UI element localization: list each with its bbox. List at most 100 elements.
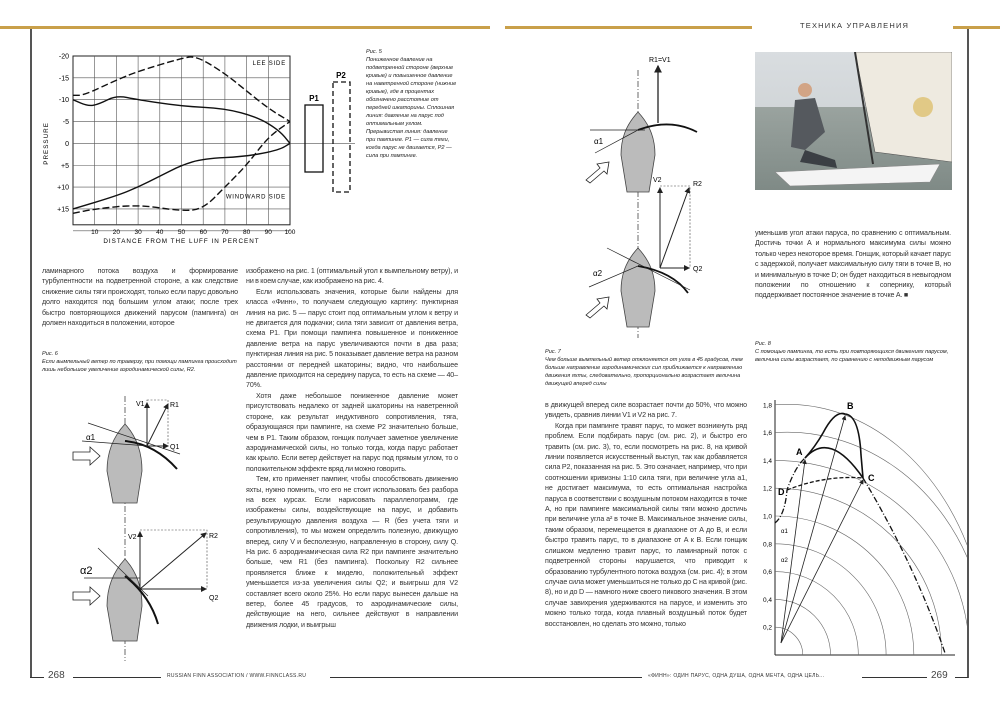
paragraph: Когда при пампинге травят парус, то може… — [545, 421, 747, 628]
label-r1: R1 — [170, 402, 179, 409]
divider — [955, 677, 968, 678]
sail — [124, 575, 159, 625]
page-number-right: 269 — [931, 670, 948, 681]
y-tick-label: 0,8 — [763, 541, 772, 548]
force-arc — [774, 487, 942, 656]
force-arc — [774, 571, 859, 656]
label-r2: R2 — [693, 181, 702, 188]
label-r1-v1: R1=V1 — [649, 57, 671, 64]
force-arc — [774, 431, 967, 558]
force-arc — [774, 543, 887, 656]
y-tick-label: -10 — [59, 97, 69, 104]
y-tick-label: 0 — [65, 141, 69, 148]
boat-hull — [106, 558, 143, 642]
boat-hull — [620, 111, 656, 193]
x-tick-label: 10 — [91, 229, 99, 236]
y-tick-label: 1,2 — [763, 486, 772, 493]
series-line-1 — [72, 56, 291, 123]
fig5-caption-label: Рис. 5 — [366, 49, 382, 55]
boat-hull — [620, 247, 656, 328]
p1-label: P1 — [309, 94, 319, 103]
x-tick-label: 50 — [178, 229, 186, 236]
label-r2: R2 — [209, 533, 218, 540]
page-number-left: 268 — [48, 670, 65, 681]
angle-label-alpha1: α1 — [781, 529, 788, 535]
label-q2: Q2 — [693, 266, 702, 273]
fig7-caption-label: Рис. 7 — [545, 349, 561, 355]
y-tick-label: 0,6 — [763, 569, 772, 576]
sailor-photo — [755, 52, 952, 190]
point-label-a: A — [796, 447, 803, 457]
right-page-column-2: уменьшив угол атаки паруса, по сравнению… — [755, 228, 951, 301]
x-tick-label: 100 — [285, 229, 296, 236]
fig6-caption-text: Если вымпельный ветер по траверзу, при п… — [42, 359, 237, 373]
fig5-caption: Рис. 5 Пониженное давление на подветренн… — [366, 48, 458, 160]
fig8-caption: Рис. 8 С помощью пампинга, то есть при п… — [755, 340, 955, 364]
divider — [73, 677, 161, 678]
fig6-force-diagram: V1 R1 Q1 α1 V2 R2 Q2 α2 — [72, 396, 218, 661]
paragraph: в движущей вперед силе возрастает почти … — [545, 401, 747, 420]
paragraph: изображено на рис. 1 (оптимальный угол к… — [246, 267, 458, 286]
fig6-caption: Рис. 6 Если вымпельный ветер по траверзу… — [42, 350, 238, 374]
label-alpha2: α2 — [593, 269, 603, 278]
p2-block — [332, 81, 351, 193]
force-arc — [774, 599, 831, 656]
series-line-2 — [72, 96, 291, 144]
label-v2: V2 — [653, 177, 662, 184]
left-page-column-2: изображено на рис. 1 (оптимальный угол к… — [246, 266, 458, 630]
x-tick-label: 30 — [134, 229, 142, 236]
header-accent-bar-left — [0, 26, 490, 29]
x-tick-label: 70 — [221, 229, 229, 236]
y-tick-label: 1,8 — [763, 402, 772, 409]
divider — [330, 677, 642, 678]
paragraph: Если использовать значения, которые были… — [246, 287, 458, 390]
y-tick-label: 0,2 — [763, 625, 772, 632]
fig5-caption-text: Пониженное давление на подветренной стор… — [366, 57, 457, 159]
divider — [30, 677, 44, 678]
annotation-windward-side: WINDWARD SIDE — [226, 194, 286, 200]
fig8-caption-label: Рис. 8 — [755, 341, 771, 347]
curve-static — [804, 446, 864, 479]
fig5-pressure-chart: -20 -15 -10 -5 0 +5 +10 +15 10 20 30 40 50 60 70 80 90 10… — [43, 54, 355, 245]
p2-label: P2 — [336, 71, 346, 80]
p1-block — [304, 104, 324, 173]
fig6-caption-label: Рис. 6 — [42, 351, 58, 357]
series-line-3 — [72, 142, 291, 210]
label-alpha2: α2 — [80, 565, 92, 577]
footer-right-text: «ФИНН»: ОДИН ПАРУС, ОДНА ДУША, ОДНА МЕЧТ… — [648, 673, 825, 679]
y-tick-label: 1,0 — [763, 514, 772, 521]
fig7-force-diagram: R1=V1 α1 V2 R2 Q2 α2 — [585, 57, 702, 338]
curve-stalled — [786, 476, 864, 491]
x-tick-label: 40 — [156, 229, 164, 236]
curve-dashdot-left — [774, 457, 806, 524]
header-accent-bar-far-right — [953, 26, 1000, 29]
y-tick-label: +10 — [57, 185, 69, 192]
y-tick-label: 1,4 — [763, 458, 772, 465]
right-page-column-1: в движущей вперед силе возрастает почти … — [545, 400, 747, 629]
series-line-4 — [72, 120, 291, 215]
label-alpha1: α1 — [594, 137, 604, 146]
arrow-to-c — [780, 479, 864, 644]
x-tick-label: 20 — [113, 229, 121, 236]
y-tick-label: -15 — [59, 75, 69, 82]
point-label-c: C — [868, 473, 875, 483]
section-title: ТЕХНИКА УПРАВЛЕНИЯ — [800, 21, 910, 30]
label-alpha1: α1 — [86, 433, 96, 442]
y-tick-label: 0,4 — [763, 597, 772, 604]
label-v2: V2 — [128, 534, 137, 541]
curve-dashdot-right — [862, 477, 946, 654]
angle-label-alpha2: α2 — [781, 558, 788, 564]
paragraph: ламинарного потока воздуха и формировани… — [42, 267, 238, 328]
curve-pumping — [804, 412, 864, 479]
fig7-caption: Рис. 7 Чем больше вымпельный ветер откло… — [545, 348, 745, 388]
point-label-d: D — [778, 487, 785, 497]
force-arc — [774, 460, 967, 628]
label-q1: Q1 — [170, 444, 179, 451]
x-tick-label: 90 — [265, 229, 273, 236]
force-arc — [774, 404, 967, 546]
x-tick-label: 80 — [243, 229, 251, 236]
arrow-to-b — [780, 415, 847, 644]
paragraph: уменьшив угол атаки паруса, по сравнению… — [755, 229, 951, 300]
y-tick-label: -5 — [63, 119, 69, 126]
x-axis-label: DISTANCE FROM THE LUFF IN PERCENT — [103, 238, 259, 245]
